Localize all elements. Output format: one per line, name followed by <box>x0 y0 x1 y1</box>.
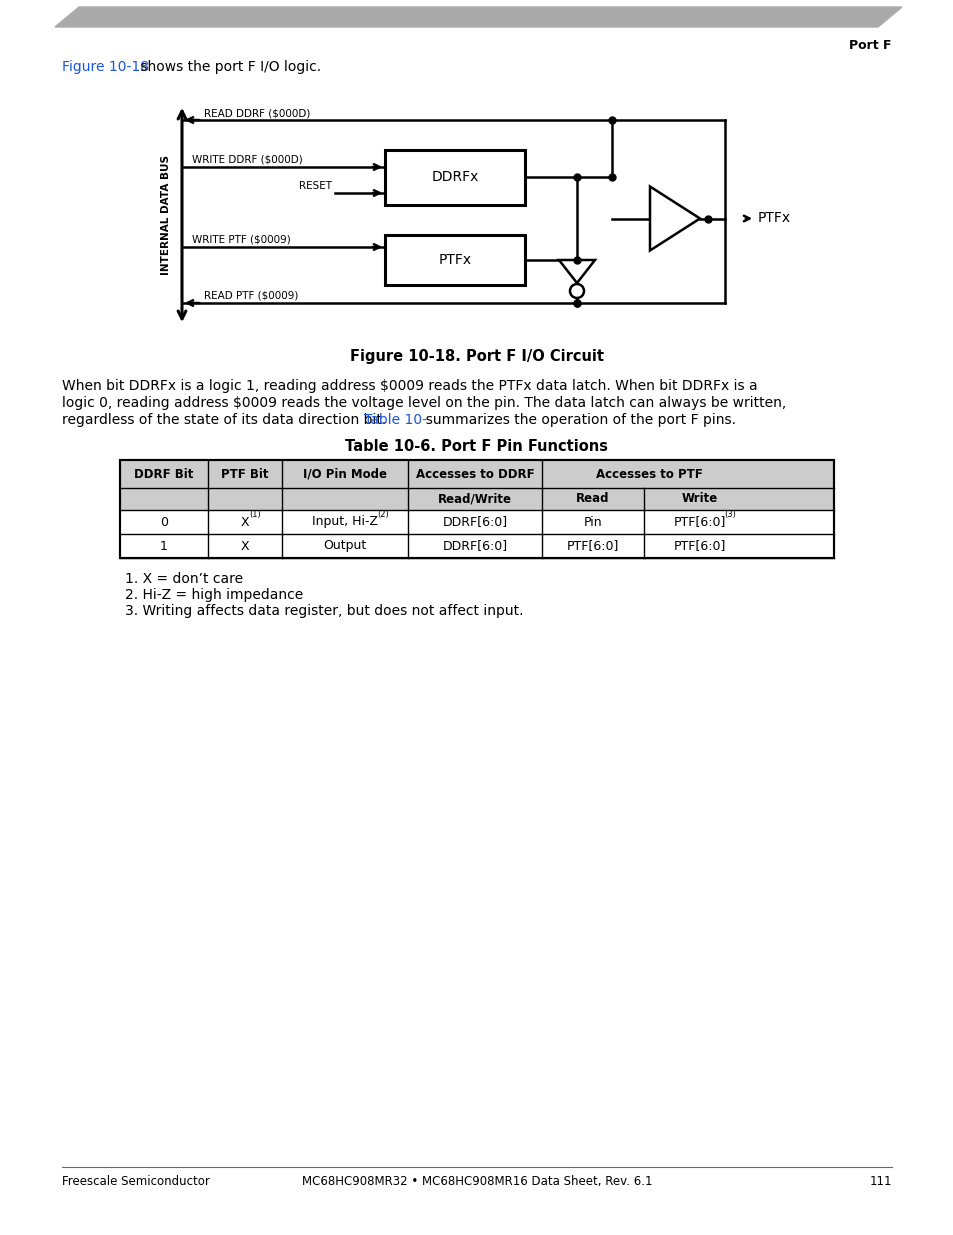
Text: 3. Writing affects data register, but does not affect input.: 3. Writing affects data register, but do… <box>125 604 523 618</box>
Text: Read: Read <box>576 493 609 505</box>
Text: Pin: Pin <box>583 515 601 529</box>
Polygon shape <box>649 186 700 251</box>
Text: Output: Output <box>323 540 366 552</box>
Text: DDRF Bit: DDRF Bit <box>134 468 193 480</box>
Text: DDRF[6:0]: DDRF[6:0] <box>442 540 507 552</box>
Bar <box>120 488 833 510</box>
Text: X: X <box>240 515 249 529</box>
Text: shows the port F I/O logic.: shows the port F I/O logic. <box>136 61 321 74</box>
Text: PTF[6:0]: PTF[6:0] <box>673 515 725 529</box>
Text: Read/Write: Read/Write <box>437 493 512 505</box>
Text: RESET: RESET <box>298 182 332 191</box>
Circle shape <box>569 284 583 298</box>
Text: Port F: Port F <box>848 40 891 52</box>
Text: Write: Write <box>681 493 718 505</box>
Text: PTF[6:0]: PTF[6:0] <box>566 540 618 552</box>
Text: Accesses to PTF: Accesses to PTF <box>595 468 701 480</box>
Text: 1. X = don’t care: 1. X = don’t care <box>125 572 243 585</box>
Text: Freescale Semiconductor: Freescale Semiconductor <box>62 1174 210 1188</box>
Bar <box>385 149 524 205</box>
Bar <box>120 459 833 558</box>
Text: Input, Hi-Z: Input, Hi-Z <box>312 515 377 529</box>
Text: Accesses to DDRF: Accesses to DDRF <box>416 468 534 480</box>
Polygon shape <box>55 7 901 27</box>
Text: X: X <box>240 540 249 552</box>
Text: DDRF[6:0]: DDRF[6:0] <box>442 515 507 529</box>
Text: MC68HC908MR32 • MC68HC908MR16 Data Sheet, Rev. 6.1: MC68HC908MR32 • MC68HC908MR16 Data Sheet… <box>301 1174 652 1188</box>
Text: READ DDRF ($000D): READ DDRF ($000D) <box>204 107 310 119</box>
Text: I/O Pin Mode: I/O Pin Mode <box>303 468 387 480</box>
Bar <box>120 459 833 488</box>
Text: DDRFx: DDRFx <box>431 170 478 184</box>
Text: PTF[6:0]: PTF[6:0] <box>673 540 725 552</box>
Text: 111: 111 <box>868 1174 891 1188</box>
Text: 1: 1 <box>160 540 168 552</box>
Text: PTFx: PTFx <box>758 210 790 225</box>
Text: 2. Hi-Z = high impedance: 2. Hi-Z = high impedance <box>125 588 303 601</box>
Text: logic 0, reading address $0009 reads the voltage level on the pin. The data latc: logic 0, reading address $0009 reads the… <box>62 396 785 410</box>
Text: Table 10-6. Port F Pin Functions: Table 10-6. Port F Pin Functions <box>345 438 608 454</box>
Text: PTF Bit: PTF Bit <box>221 468 269 480</box>
Text: PTFx: PTFx <box>438 253 471 267</box>
Text: INTERNAL DATA BUS: INTERNAL DATA BUS <box>161 156 171 275</box>
Text: WRITE DDRF ($000D): WRITE DDRF ($000D) <box>192 156 302 165</box>
Text: Figure 10-18: Figure 10-18 <box>62 61 149 74</box>
Bar <box>120 459 833 558</box>
Text: summarizes the operation of the port F pins.: summarizes the operation of the port F p… <box>416 412 736 427</box>
Text: (1): (1) <box>250 510 261 520</box>
Text: (2): (2) <box>376 510 389 520</box>
Text: Figure 10-18. Port F I/O Circuit: Figure 10-18. Port F I/O Circuit <box>350 350 603 364</box>
Text: 0: 0 <box>160 515 168 529</box>
Text: WRITE PTF ($0009): WRITE PTF ($0009) <box>192 235 291 245</box>
Text: regardless of the state of its data direction bit.: regardless of the state of its data dire… <box>62 412 390 427</box>
Text: (3): (3) <box>723 510 735 520</box>
Polygon shape <box>558 261 595 283</box>
Text: Table 10-: Table 10- <box>363 412 427 427</box>
Text: READ PTF ($0009): READ PTF ($0009) <box>204 291 298 301</box>
Bar <box>385 235 524 285</box>
Text: When bit DDRFx is a logic 1, reading address $0009 reads the PTFx data latch. Wh: When bit DDRFx is a logic 1, reading add… <box>62 379 757 393</box>
